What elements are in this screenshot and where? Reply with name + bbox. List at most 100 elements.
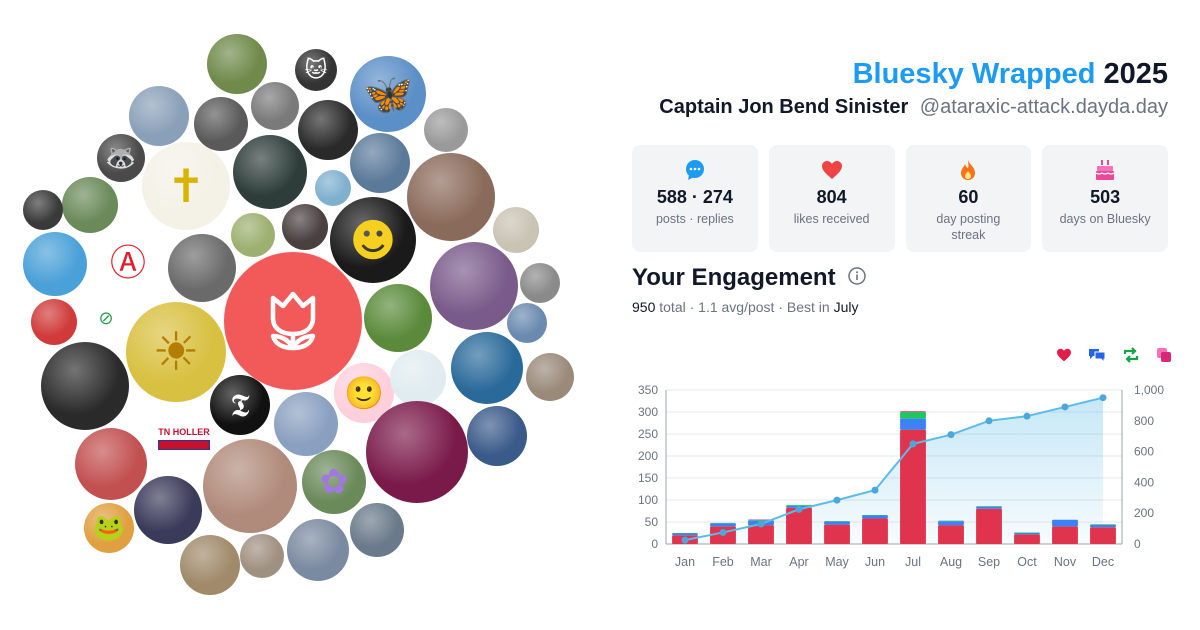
x-tick-label: Apr — [789, 555, 808, 569]
x-tick-label: May — [825, 555, 849, 569]
bar-replies-jan — [672, 533, 698, 536]
avatar-bw-selfie — [424, 108, 468, 152]
y-right-tick-label: 1,000 — [1134, 383, 1164, 397]
cumulative-point — [1061, 403, 1069, 411]
engagement-best-prefix: Best in — [786, 299, 830, 315]
bar-likes-apr — [786, 507, 812, 544]
avatar-frog-scene — [231, 213, 275, 257]
bar-likes-sep — [976, 508, 1002, 544]
y-right-tick-label: 400 — [1134, 475, 1154, 489]
x-tick-label: Jul — [905, 555, 921, 569]
stat-card-posts: 588 · 274 posts · replies — [632, 145, 758, 252]
y-right-tick-label: 200 — [1134, 506, 1154, 520]
avatar-cartoon-glasses — [390, 350, 446, 406]
bar-likes-nov — [1052, 526, 1078, 544]
cumulative-point — [795, 505, 803, 513]
engagement-total-value: 950 — [632, 299, 656, 315]
avatar-yellow-creature-glyph: ☀ — [152, 321, 200, 383]
bar-likes-mar — [748, 525, 774, 544]
avatar-grey-photo — [251, 82, 299, 130]
page-title: Bluesky Wrapped 2025 — [853, 58, 1168, 91]
avatar-creature-orange-glyph: 🐸 — [92, 513, 126, 543]
y-left-tick-label: 150 — [638, 471, 658, 485]
avatar-raccoon-glyph: 🦝 — [105, 143, 137, 172]
bar-replies-oct — [1014, 533, 1040, 535]
avatar-yellow-creature: ☀ — [126, 302, 226, 402]
bar-reposts-jun — [862, 514, 888, 516]
avatar-cat: 🐱 — [295, 49, 337, 91]
avatar-onion-small-glyph: ⊘ — [98, 307, 114, 329]
bar-quotes-mar — [748, 519, 774, 520]
avatar-man-glasses — [62, 177, 118, 233]
info-icon[interactable] — [847, 264, 866, 292]
bar-replies-jun — [862, 515, 888, 519]
avatar-bishop-mitre: ✝ — [142, 142, 230, 230]
bar-reposts-may — [824, 521, 850, 522]
tn-holler-logo: TN HOLLER — [156, 428, 212, 452]
avatar-kirby-glyph: 🙂 — [344, 374, 384, 412]
cumulative-point — [757, 520, 765, 528]
x-tick-label: Sep — [978, 555, 1000, 569]
reposts-legend-repost-icon[interactable] — [1122, 347, 1140, 368]
days-on-bluesky-label: days on Bluesky — [1059, 212, 1151, 226]
cumulative-point — [871, 486, 879, 494]
engagement-total-word: total — [659, 299, 686, 315]
heart-icon — [769, 159, 895, 181]
avatar-man-small — [520, 263, 560, 303]
y-left-tick-label: 0 — [651, 537, 658, 551]
separator-dot: · — [689, 299, 695, 315]
avatar-kirby: 🙂 — [334, 363, 394, 423]
title-year: 2025 — [1103, 58, 1168, 90]
y-left-tick-label: 300 — [638, 405, 658, 419]
y-left-tick-label: 50 — [645, 515, 659, 529]
cumulative-point — [1023, 412, 1031, 420]
engagement-summary: 950 total · 1.1 avg/post · Best in July — [632, 299, 859, 315]
bar-replies-sep — [976, 506, 1002, 509]
avatar-purple-character — [366, 401, 468, 503]
bar-reposts-oct — [1014, 532, 1040, 534]
user-handle[interactable]: @ataraxic-attack.dayda.day — [919, 96, 1168, 118]
avatar-cat-glyph: 🐱 — [304, 57, 328, 83]
stat-card-days: 503 days on Bluesky — [1042, 145, 1168, 252]
engagement-heading: Your Engagement — [632, 264, 866, 292]
likes-received-value: 804 — [816, 187, 847, 207]
separator-dot: · — [778, 299, 784, 315]
avatar-cartoon-man — [23, 232, 87, 296]
avatar-thumbs-up — [23, 190, 63, 230]
avatar-sunglasses-man — [168, 234, 236, 302]
chat-bubble-icon — [632, 159, 758, 181]
avatar-bishop-mitre-glyph: ✝ — [166, 159, 206, 213]
avatar-woman-dark — [233, 135, 307, 209]
bar-likes-aug — [938, 525, 964, 544]
x-tick-label: Jun — [865, 555, 885, 569]
cumulative-line — [684, 396, 1104, 542]
likes-legend-heart-icon[interactable] — [1056, 348, 1072, 367]
avatar-woman-red — [467, 406, 527, 466]
bar-likes-oct — [1014, 534, 1040, 544]
cumulative-point — [719, 528, 727, 536]
bar-likes-jul — [900, 429, 926, 544]
replies-legend-chat-icon[interactable] — [1088, 347, 1106, 368]
x-tick-label: Oct — [1017, 555, 1037, 569]
avatar-small-cartoon — [315, 170, 351, 206]
avatar-woman-glasses — [203, 439, 297, 533]
user-identity: Captain Jon Bend Sinister @ataraxic-atta… — [659, 96, 1168, 119]
y-left-tick-label: 200 — [638, 449, 658, 463]
bar-replies-may — [824, 521, 850, 525]
cumulative-point — [1099, 394, 1107, 402]
quotes-legend-quote-icon[interactable] — [1156, 347, 1172, 368]
avatar-woman-short-hair — [240, 534, 284, 578]
tulip-icon — [270, 291, 316, 351]
avatar-man-suit — [41, 342, 129, 430]
y-left-tick-label: 350 — [638, 383, 658, 397]
avatar-reader — [207, 34, 267, 94]
x-tick-label: Dec — [1092, 555, 1114, 569]
avatar-glasses-beard — [430, 242, 518, 330]
bar-replies-aug — [938, 521, 964, 526]
bar-reposts-jul — [900, 412, 926, 419]
days-on-bluesky-value: 503 — [1090, 187, 1121, 207]
y-left-tick-label: 250 — [638, 427, 658, 441]
x-tick-label: Feb — [712, 555, 734, 569]
posts-replies-value: 588 · 274 — [656, 187, 733, 207]
avatar-smiling-man — [526, 353, 574, 401]
